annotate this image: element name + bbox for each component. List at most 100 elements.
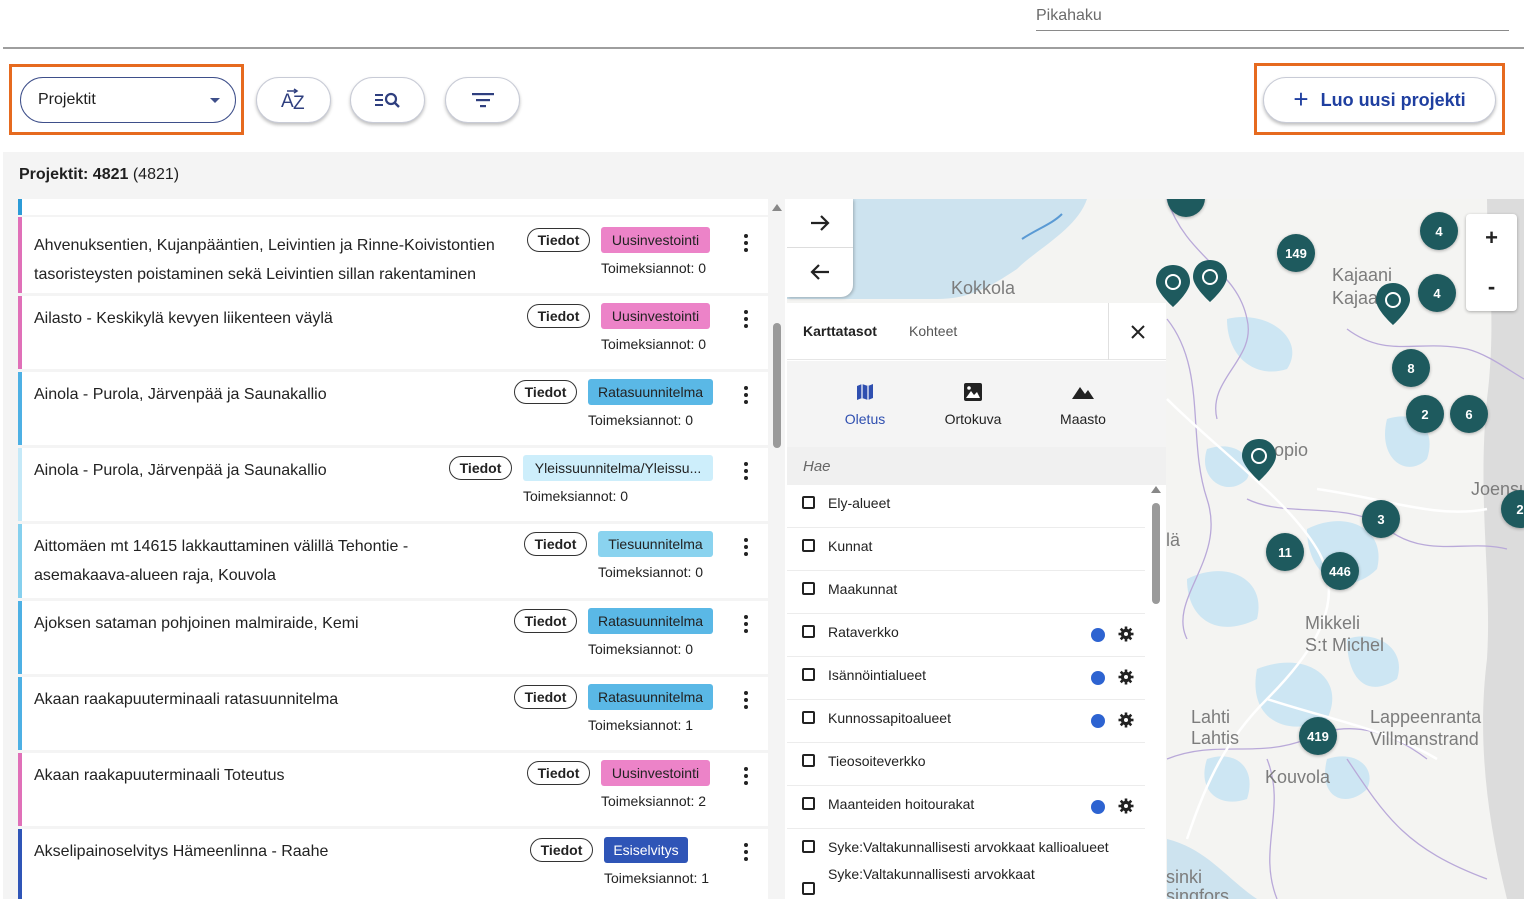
map-cluster[interactable] — [1167, 199, 1205, 217]
project-row[interactable]: Akaan raakapuuterminaali ratasuunnitelma… — [18, 677, 768, 750]
map-pin-icon[interactable] — [1374, 281, 1412, 327]
list-scrollbar[interactable] — [773, 323, 781, 448]
checkbox[interactable] — [802, 539, 815, 552]
project-title[interactable]: Ahvenuksentien, Kujanpääntien, Leivintie… — [34, 237, 495, 283]
scroll-up-icon[interactable] — [772, 204, 782, 211]
project-title[interactable]: Akselipainoselvitys Hämeenlinna - Raahe — [34, 843, 329, 860]
quick-search[interactable] — [1036, 0, 1509, 31]
arrow-right-icon[interactable] — [787, 199, 853, 247]
map-cluster[interactable]: 8 — [1392, 349, 1430, 387]
project-title[interactable]: Ainola - Purola, Järvenpää ja Saunakalli… — [34, 462, 327, 479]
project-row[interactable]: Ainola - Purola, Järvenpää ja Saunakalli… — [18, 448, 768, 521]
details-button[interactable]: Tiedot — [524, 532, 587, 556]
map-cluster[interactable]: 11 — [1266, 533, 1304, 571]
more-icon[interactable] — [744, 386, 748, 407]
mode-default[interactable]: Oletus — [815, 379, 915, 427]
gear-icon[interactable] — [1118, 712, 1134, 728]
mode-ortho[interactable]: Ortokuva — [923, 379, 1023, 427]
details-button[interactable]: Tiedot — [530, 838, 593, 862]
layer-item[interactable]: Rataverkko — [787, 614, 1145, 657]
more-icon[interactable] — [744, 767, 748, 788]
project-title[interactable]: Aittomäen mt 14615 lakkauttaminen välill… — [34, 538, 409, 584]
details-button[interactable]: Tiedot — [514, 609, 577, 633]
view-select[interactable]: Projektit — [20, 77, 236, 123]
map-cluster[interactable]: 446 — [1321, 552, 1359, 590]
layer-item[interactable]: Ely-alueet — [787, 485, 1145, 528]
more-icon[interactable] — [744, 538, 748, 559]
more-icon[interactable] — [744, 310, 748, 331]
layer-item[interactable]: Isännöintialueet — [787, 657, 1145, 700]
checkbox[interactable] — [802, 625, 815, 638]
more-icon[interactable] — [744, 691, 748, 712]
layer-item[interactable]: Tieosoiteverkko — [787, 743, 1145, 786]
map-cluster[interactable]: 2 — [1501, 490, 1524, 528]
details-button[interactable]: Tiedot — [514, 685, 577, 709]
layer-item[interactable]: Kunnat — [787, 528, 1145, 571]
details-button[interactable]: Tiedot — [449, 456, 512, 480]
scroll-up-icon[interactable] — [1151, 486, 1161, 493]
map-pin-icon[interactable] — [1191, 258, 1229, 304]
gear-icon[interactable] — [1118, 669, 1134, 685]
details-button[interactable]: Tiedot — [514, 380, 577, 404]
map-cluster[interactable]: 419 — [1299, 717, 1337, 755]
project-row[interactable]: Ailasto - Keskikylä kevyen liikenteen vä… — [18, 296, 768, 369]
checkbox[interactable] — [802, 582, 815, 595]
project-row[interactable]: Aittomäen mt 14615 lakkauttaminen välill… — [18, 524, 768, 598]
map-cluster[interactable]: 6 — [1450, 395, 1488, 433]
project-title[interactable]: Ailasto - Keskikylä kevyen liikenteen vä… — [34, 310, 333, 327]
layer-item[interactable]: Maanteiden hoitourakat — [787, 786, 1145, 829]
project-row[interactable]: Akaan raakapuuterminaali Toteutus Tiedot… — [18, 753, 768, 826]
mode-terrain[interactable]: Maasto — [1033, 379, 1133, 427]
layer-search[interactable] — [787, 447, 1166, 485]
details-button[interactable]: Tiedot — [527, 228, 590, 252]
search-list-button[interactable] — [350, 77, 425, 123]
layer-search-input[interactable] — [787, 447, 1166, 485]
map-cluster[interactable]: 4 — [1420, 212, 1458, 250]
new-project-button[interactable]: + Luo uusi projekti — [1263, 77, 1496, 123]
more-icon[interactable] — [744, 615, 748, 636]
close-icon[interactable] — [1108, 303, 1166, 360]
checkbox[interactable] — [802, 754, 815, 767]
zoom-out-button[interactable]: - — [1487, 274, 1496, 299]
project-row[interactable]: Ahvenuksentien, Kujanpääntien, Leivintie… — [18, 217, 768, 293]
details-button[interactable]: Tiedot — [527, 761, 590, 785]
more-icon[interactable] — [744, 843, 748, 864]
more-icon[interactable] — [744, 462, 748, 483]
details-button[interactable]: Tiedot — [527, 304, 590, 328]
project-row[interactable]: Ainola - Purola, Järvenpää ja Saunakalli… — [18, 372, 768, 445]
map-cluster[interactable]: 149 — [1277, 234, 1315, 272]
more-icon[interactable] — [744, 234, 748, 255]
map-pin-icon[interactable] — [1240, 437, 1278, 483]
layer-item[interactable]: Maakunnat — [787, 571, 1145, 614]
checkbox[interactable] — [802, 496, 815, 509]
gear-icon[interactable] — [1118, 626, 1134, 642]
checkbox[interactable] — [802, 711, 815, 724]
arrow-left-icon[interactable] — [787, 248, 853, 296]
checkbox[interactable] — [802, 668, 815, 681]
layer-item[interactable]: Syke:Valtakunnallisesti arvokkaat — [787, 866, 1145, 899]
map-pin-icon[interactable] — [1154, 263, 1192, 309]
map-cluster[interactable]: 3 — [1362, 500, 1400, 538]
zoom-in-button[interactable]: + — [1485, 225, 1498, 250]
layer-scrollbar[interactable] — [1152, 503, 1160, 604]
project-row[interactable]: Akselipainoselvitys Hämeenlinna - Raahe … — [18, 829, 768, 899]
map-cluster[interactable]: 2 — [1406, 395, 1444, 433]
gear-icon[interactable] — [1118, 798, 1134, 814]
view-select-value: Projektit — [38, 91, 96, 108]
tab-map-layers[interactable]: Karttatasot — [803, 323, 877, 339]
checkbox[interactable] — [802, 797, 815, 810]
project-title[interactable]: Ainola - Purola, Järvenpää ja Saunakalli… — [34, 386, 327, 403]
project-list[interactable]: Ahvenuksentien, Kujanpääntien, Leivintie… — [3, 199, 785, 899]
project-row[interactable]: Ajoksen sataman pohjoinen malmiraide, Ke… — [18, 601, 768, 674]
filter-button[interactable] — [445, 77, 520, 123]
layer-item[interactable]: Kunnossapitoalueet — [787, 700, 1145, 743]
project-title[interactable]: Akaan raakapuuterminaali ratasuunnitelma — [34, 691, 339, 708]
checkbox[interactable] — [802, 840, 815, 853]
tab-features[interactable]: Kohteet — [909, 323, 958, 339]
map-cluster[interactable]: 4 — [1418, 274, 1456, 312]
project-title[interactable]: Akaan raakapuuterminaali Toteutus — [34, 767, 285, 784]
sort-button[interactable]: A Z — [256, 77, 331, 123]
quick-search-input[interactable] — [1036, 0, 1509, 30]
checkbox[interactable] — [802, 882, 815, 895]
project-title[interactable]: Ajoksen sataman pohjoinen malmiraide, Ke… — [34, 615, 359, 632]
